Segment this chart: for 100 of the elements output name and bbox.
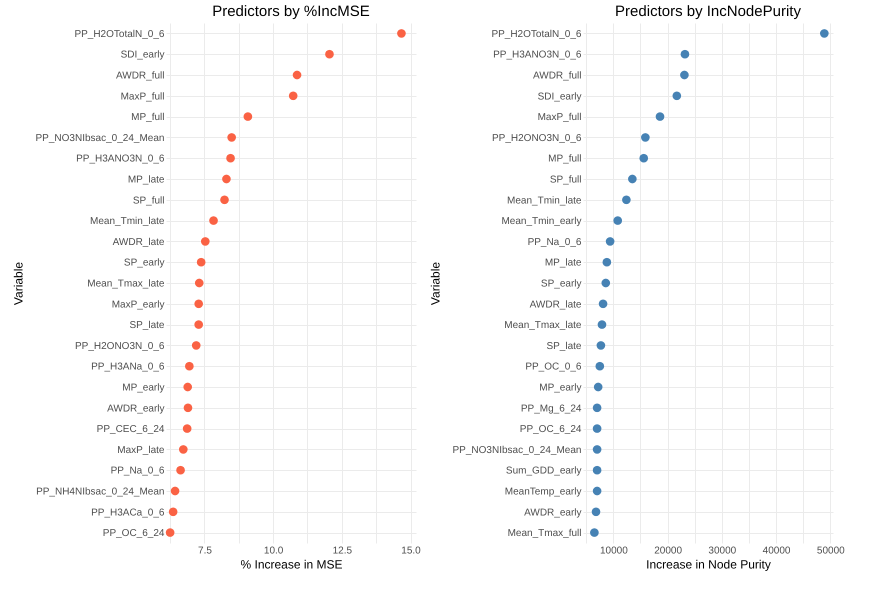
point (183, 382, 192, 392)
y-tick-label: PP_NH4NIbsac_0_24_Mean (36, 486, 164, 498)
point (602, 258, 612, 267)
y-tick-label: Sum_GDD_early (506, 466, 582, 477)
point (680, 50, 690, 59)
y-tick-label: MaxP_late (117, 444, 165, 456)
point (606, 237, 614, 246)
point (170, 486, 180, 496)
chart-title: Predictors by IncNodePurity (615, 3, 802, 20)
point (598, 299, 608, 308)
x-axis-title: Increase in Node Purity (646, 558, 771, 572)
y-tick-label: Mean_Tmax_full (508, 528, 582, 540)
y-tick-label: PP_H2ONO3N_0_6 (75, 340, 165, 352)
y-tick-label: AWDR_full (532, 70, 582, 82)
y-tick-label: MaxP_early (112, 299, 164, 310)
chart-title: Predictors by %IncMSE (212, 3, 370, 20)
y-tick-label: MP_early (539, 382, 582, 394)
y-tick-label: PP_H2OTotalN_0_6 (74, 28, 165, 40)
point (194, 299, 204, 308)
y-tick-label: PP_CEC_6_24 (96, 424, 165, 436)
y-tick-label: SDI_early (538, 91, 582, 102)
y-tick-label: SP_early (540, 278, 582, 290)
point (194, 278, 204, 288)
point (184, 403, 192, 412)
y-tick-label: PP_Na_0_6 (110, 466, 165, 477)
point (820, 29, 829, 38)
y-tick-label: PP_Na_0_6 (528, 236, 582, 248)
y-tick-label: SP_early (124, 258, 164, 269)
y-tick-label: AWDR_full (116, 70, 164, 82)
point (166, 528, 174, 537)
point (226, 154, 235, 163)
point (168, 507, 178, 516)
y-tick-label: SP_late (129, 320, 165, 332)
y-tick-label: Mean_Tmin_late (507, 195, 582, 206)
y-tick-label: AWDR_late (112, 236, 165, 248)
point (594, 382, 603, 392)
y-tick-label: AWDR_late (530, 299, 582, 310)
y-tick-label: MP_early (122, 382, 164, 394)
point (622, 195, 631, 204)
y-tick-label: PP_OC_0_6 (525, 362, 582, 373)
y-tick-label: PP_H2OTotalN_0_6 (491, 28, 582, 40)
y-tick-label: Mean_Tmax_late (87, 278, 165, 290)
point (598, 320, 606, 329)
y-tick-label: MeanTemp_early (504, 486, 582, 498)
point (592, 445, 602, 454)
point (176, 466, 185, 475)
y-tick-label: PP_H3ANa_0_6 (91, 362, 165, 373)
y-tick-label: MP_late (544, 258, 582, 269)
y-tick-label: AWDR_early (107, 403, 164, 414)
point (628, 174, 637, 184)
point (182, 424, 192, 433)
y-tick-label: PP_Mg_6_24 (520, 403, 582, 414)
x-tick-label: 20000 (654, 546, 682, 556)
point (200, 237, 210, 246)
point (592, 403, 602, 412)
point (641, 133, 650, 142)
point (592, 424, 602, 433)
point (639, 154, 648, 163)
point (244, 112, 252, 121)
y-tick-label: MaxP_full (120, 91, 164, 102)
y-tick-label: PP_H2ONO3N_0_6 (492, 132, 582, 144)
point (222, 174, 231, 184)
y-tick-label: AWDR_early (524, 507, 582, 518)
y-tick-label: SDI_early (120, 50, 164, 61)
y-tick-label: PP_H3ANO3N_0_6 (76, 154, 165, 165)
point (397, 29, 406, 38)
point (192, 341, 201, 350)
y-axis-title: Variable (428, 262, 443, 306)
x-tick-label: 50000 (816, 546, 846, 556)
x-tick-label: 10000 (600, 546, 628, 556)
point (292, 70, 302, 80)
y-tick-label: Mean_Tmin_late (90, 216, 165, 228)
point (220, 195, 229, 204)
point (209, 216, 218, 225)
y-tick-label: PP_H3ANO3N_0_6 (493, 50, 582, 61)
y-tick-label: SP_late (546, 340, 582, 352)
y-tick-label: MaxP_full (538, 112, 582, 124)
point (325, 50, 334, 59)
y-axis-title: Variable (12, 262, 26, 306)
y-tick-label: MP_late (128, 174, 165, 186)
point (592, 507, 600, 516)
x-tick-label: 12.5 (332, 546, 352, 556)
y-tick-label: Mean_Tmax_late (504, 320, 582, 332)
text: 7.5 (198, 546, 212, 556)
x-tick-label: 10.0 (264, 546, 284, 556)
point (178, 445, 188, 454)
y-tick-label: PP_OC_6_24 (102, 528, 165, 540)
x-axis-title: % Increase in MSE (240, 558, 343, 572)
y-tick-label: PP_OC_6_24 (520, 424, 582, 436)
point (592, 486, 602, 496)
point (595, 362, 604, 371)
point (592, 466, 602, 475)
point (601, 278, 610, 288)
y-tick-label: Mean_Tmin_early (501, 216, 582, 228)
point (288, 91, 298, 100)
y-tick-label: PP_NO3NIbsac_0_24_Mean (36, 132, 164, 144)
y-tick-label: SP_full (550, 174, 582, 186)
point (656, 112, 664, 121)
y-tick-label: PP_H3ACa_0_6 (91, 507, 165, 518)
point (613, 216, 622, 225)
